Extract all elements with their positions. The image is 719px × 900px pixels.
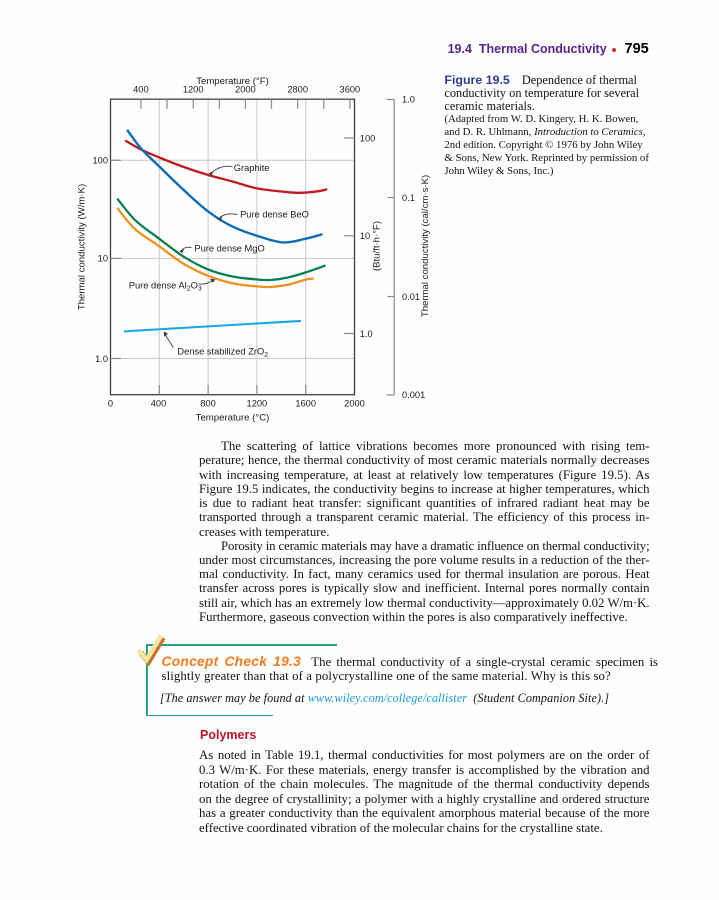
svg-text:2000: 2000 [235,84,256,94]
svg-text:Thermal conductivity (cal/cm·s: Thermal conductivity (cal/cm·s·K) [420,175,431,317]
svg-text:100: 100 [360,133,376,143]
svg-text:(Btu/ft·h·°F): (Btu/ft·h·°F) [372,221,383,271]
svg-text:Graphite: Graphite [234,163,270,173]
svg-text:400: 400 [151,399,167,409]
svg-text:400: 400 [133,84,149,94]
svg-text:2800: 2800 [287,84,308,94]
svg-text:1600: 1600 [295,399,316,409]
svg-text:Pure dense Al2O3: Pure dense Al2O3 [129,280,202,292]
svg-text:Thermal conductivity (W/m·K): Thermal conductivity (W/m·K) [77,184,88,310]
svg-text:Pure dense BeO: Pure dense BeO [240,209,309,219]
svg-text:Pure dense MgO: Pure dense MgO [194,243,264,253]
svg-text:100: 100 [92,156,108,166]
svg-text:0.001: 0.001 [402,390,425,400]
svg-text:3600: 3600 [340,84,361,94]
svg-text:1.0: 1.0 [95,354,108,364]
svg-text:0.1: 0.1 [402,193,415,203]
svg-text:10: 10 [98,254,108,264]
svg-text:Temperature (°F): Temperature (°F) [196,76,269,87]
svg-text:Temperature (°C): Temperature (°C) [196,413,270,424]
svg-text:1.0: 1.0 [402,94,415,104]
svg-text:0.01: 0.01 [402,292,420,302]
svg-text:1.0: 1.0 [360,329,373,339]
svg-text:1200: 1200 [183,84,204,94]
svg-text:0: 0 [108,399,113,409]
svg-text:10: 10 [360,231,370,241]
svg-text:1200: 1200 [247,399,268,409]
svg-text:800: 800 [200,399,216,409]
svg-text:2000: 2000 [344,399,365,409]
svg-text:Dense stabilized ZrO2: Dense stabilized ZrO2 [177,347,268,359]
